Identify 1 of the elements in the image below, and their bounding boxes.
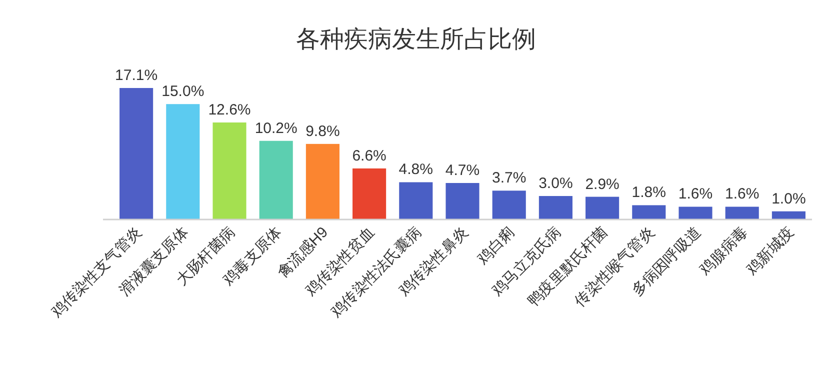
title: 各种疾病发生所占比例 bbox=[296, 26, 536, 53]
